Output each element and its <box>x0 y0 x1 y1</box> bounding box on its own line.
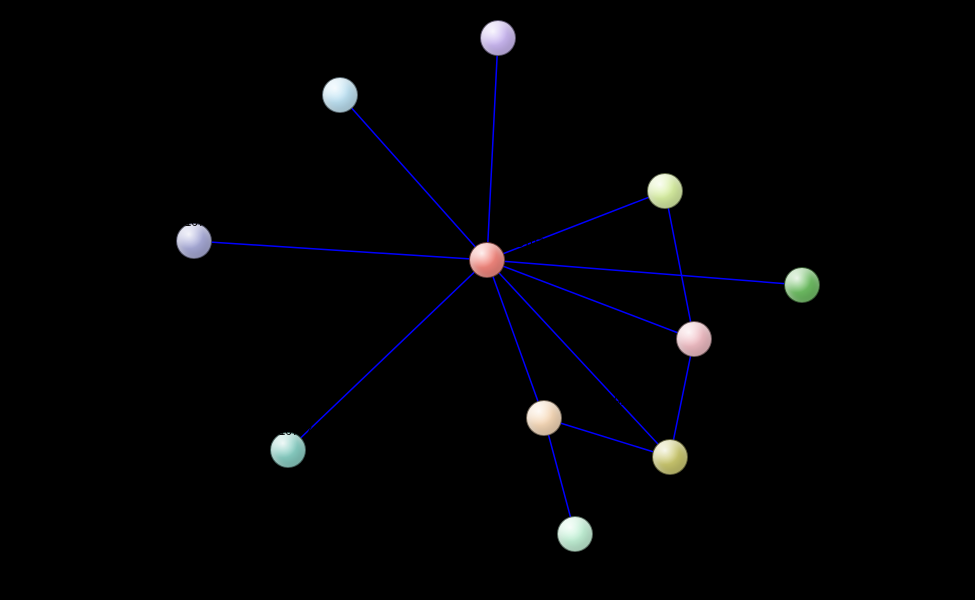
graph-node[interactable] <box>676 321 712 357</box>
node-label: LOC107831855 <box>516 24 601 38</box>
edge <box>194 241 487 260</box>
edge-layer <box>0 0 975 600</box>
edge <box>487 260 670 457</box>
edge <box>340 95 487 260</box>
graph-node[interactable] <box>322 77 358 113</box>
edge <box>665 191 694 339</box>
edge <box>487 38 498 260</box>
graph-node[interactable] <box>784 267 820 303</box>
node-label: LOC107824949 <box>708 317 793 331</box>
edge <box>487 260 544 418</box>
node-label: LOC107814081 <box>679 169 764 183</box>
edge <box>487 260 802 285</box>
node-label: LOC107829211 <box>556 394 640 408</box>
node-label: LOC107796549 <box>499 236 584 250</box>
node-label: LOC107803690 <box>354 73 439 87</box>
graph-node[interactable] <box>557 516 593 552</box>
graph-node[interactable] <box>647 173 683 209</box>
node-label: LOC107770648 <box>686 437 771 451</box>
node-label: LOC107765604 <box>818 263 903 277</box>
graph-node[interactable] <box>480 20 516 56</box>
node-label: LOC107777559 <box>160 215 245 229</box>
node-label: LOC107770622 <box>254 424 339 438</box>
graph-node[interactable] <box>652 439 688 475</box>
edge <box>288 260 487 450</box>
edge <box>487 260 694 339</box>
node-label: LOC107781777 <box>591 516 676 530</box>
network-graph: LOC107796549 LOC107831855 LOC107803690 LOC1… <box>0 0 975 600</box>
